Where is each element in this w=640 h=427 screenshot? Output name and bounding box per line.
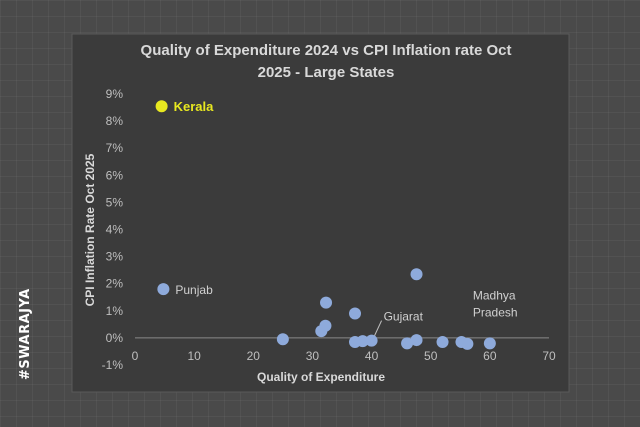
data-point bbox=[461, 337, 474, 350]
y-tick-label: 8% bbox=[106, 114, 124, 128]
y-tick-label: 3% bbox=[106, 250, 124, 264]
point-label: Punjab bbox=[175, 283, 213, 297]
y-tick-label: 4% bbox=[106, 223, 124, 237]
swarajya-watermark: #SWARAJYA bbox=[18, 288, 33, 380]
x-tick-label: 30 bbox=[306, 349, 320, 363]
y-tick-label: 2% bbox=[106, 277, 124, 291]
data-points bbox=[155, 100, 496, 350]
y-tick-label: 0% bbox=[106, 331, 124, 345]
x-tick-label: 0 bbox=[132, 349, 139, 363]
y-axis-title: CPI Inflation Rate Oct 2025 bbox=[83, 153, 97, 306]
data-point bbox=[483, 337, 496, 350]
y-tick-label: 7% bbox=[106, 141, 124, 155]
y-tick-label: 9% bbox=[106, 87, 124, 101]
x-tick-label: 70 bbox=[542, 349, 556, 363]
data-point bbox=[319, 319, 332, 332]
data-point bbox=[410, 334, 423, 347]
label-leader-line bbox=[374, 320, 383, 336]
x-tick-labels: 0 10 20 30 40 50 60 70 bbox=[132, 349, 556, 363]
point-label-highlight: Kerala bbox=[174, 99, 215, 114]
y-tick-label: -1% bbox=[102, 358, 124, 372]
x-axis-title: Quality of Expenditure bbox=[257, 370, 385, 384]
data-point bbox=[356, 335, 369, 348]
data-point bbox=[276, 333, 289, 346]
y-tick-label: 5% bbox=[106, 195, 124, 209]
data-point bbox=[401, 337, 414, 350]
x-tick-label: 60 bbox=[483, 349, 497, 363]
y-tick-label: 1% bbox=[106, 304, 124, 318]
point-label: Madhya Pradesh bbox=[473, 288, 518, 319]
x-tick-label: 40 bbox=[365, 349, 379, 363]
data-point bbox=[365, 334, 378, 347]
data-point bbox=[320, 296, 333, 309]
chart-title-line-1: Quality of Expenditure 2024 vs CPI Infla… bbox=[141, 42, 512, 59]
point-label: Gujarat bbox=[384, 310, 424, 324]
x-tick-label: 20 bbox=[247, 349, 261, 363]
x-tick-label: 50 bbox=[424, 349, 438, 363]
y-tick-labels: -1% 0% 1% 2% 3% 4% 5% 6% 7% 8% 9% bbox=[102, 87, 124, 372]
data-point bbox=[157, 283, 170, 296]
chart-title-line-2: 2025 - Large States bbox=[258, 64, 395, 81]
x-tick-label: 10 bbox=[187, 349, 201, 363]
point-labels: Kerala Punjab Gujarat Madhya Pradesh bbox=[174, 99, 518, 336]
data-point bbox=[410, 268, 423, 281]
data-point-highlight bbox=[155, 100, 168, 113]
y-tick-label: 6% bbox=[106, 168, 124, 182]
data-point bbox=[349, 307, 362, 320]
data-point bbox=[436, 335, 449, 348]
